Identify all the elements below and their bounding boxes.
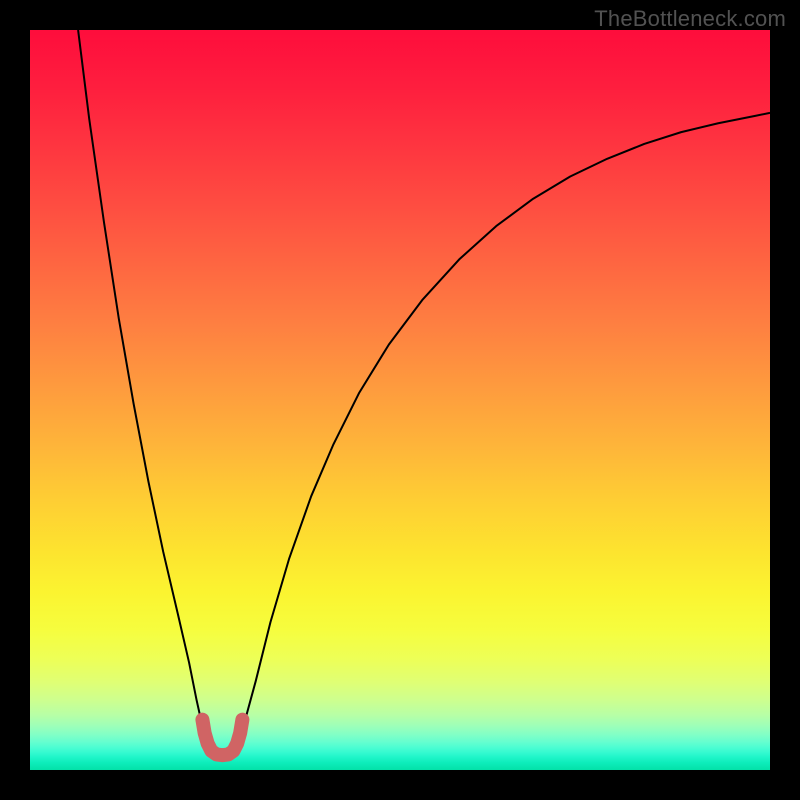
plot-background-gradient — [30, 30, 770, 770]
watermark-text: TheBottleneck.com — [594, 6, 786, 32]
plot-container — [30, 30, 770, 770]
